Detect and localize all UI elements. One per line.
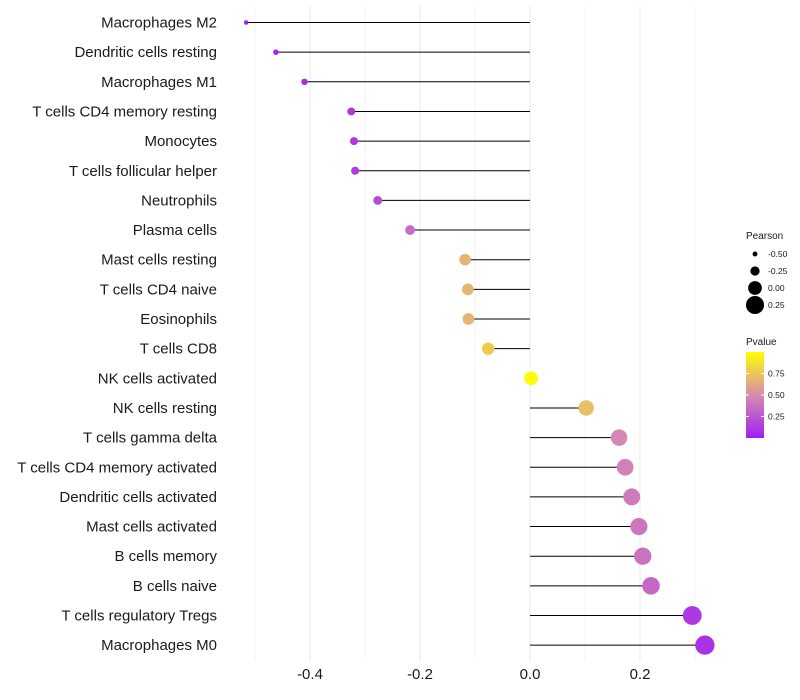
pearson-size-legend: Pearson -0.50 -0.25 0.00 0.25 [745,231,788,315]
data-point [630,517,648,536]
category-label: Macrophages M2 [101,15,217,32]
category-label: Plasma cells [133,222,217,239]
category-label: Mast cells resting [101,252,217,269]
x-tick-label: -0.4 [297,666,323,683]
grid-lines [254,6,696,661]
x-tick-label: 0.0 [520,666,541,683]
color-legend-title: Pvalue [746,337,777,348]
category-label: B cells memory [114,548,217,565]
category-label: Macrophages M0 [101,637,217,654]
data-point [273,49,279,55]
category-label: T cells regulatory Tregs [61,608,217,625]
size-legend-label: -0.25 [768,266,788,276]
data-point [634,547,652,565]
data-point [243,20,249,25]
data-point [459,253,471,266]
size-legend-key [752,251,758,257]
points [243,20,715,655]
x-tick-labels: -0.4 -0.2 0.0 0.2 [297,666,650,683]
category-label: Eosinophils [140,311,217,328]
category-label: NK cells activated [98,370,217,387]
data-point [642,577,660,595]
category-label: T cells follicular helper [69,163,217,180]
category-labels: Macrophages M2 Dendritic cells resting Mac… [17,15,217,655]
data-point [462,283,474,296]
category-label: Dendritic cells resting [74,44,217,61]
category-label: T cells CD4 memory activated [17,459,217,476]
size-legend-key [745,295,765,315]
size-legend-title: Pearson [746,231,783,242]
size-legend-label: 0.25 [768,300,785,310]
data-point [610,429,628,446]
data-point [351,166,360,175]
category-label: Dendritic cells activated [59,489,217,506]
category-label: T cells CD8 [140,341,217,358]
size-legend-key [750,266,760,276]
size-legend-key [748,281,762,295]
data-point [695,635,715,655]
size-legend-label: -0.50 [768,249,788,259]
colorbar-label: 0.25 [768,412,785,422]
data-point [616,458,634,476]
x-tick-label: -0.2 [407,666,433,683]
data-point [405,225,416,235]
pvalue-colorbar [746,352,764,438]
category-label: NK cells resting [113,400,217,417]
category-label: Neutrophils [141,192,217,209]
data-point [462,313,475,325]
data-point [482,342,495,355]
pvalue-color-legend: Pvalue 0.25 0.50 0.75 [746,337,785,438]
category-label: Macrophages M1 [101,74,217,91]
x-tick-label: 0.2 [630,666,651,683]
category-label: Monocytes [144,133,217,150]
stems [246,22,705,646]
data-point [373,195,383,205]
data-point [347,107,356,116]
category-label: Mast cells activated [86,519,217,536]
category-label: B cells naive [133,578,217,595]
data-point [301,78,308,86]
category-label: T cells CD4 naive [100,281,217,298]
size-legend-label: 0.00 [768,283,785,293]
data-point [682,606,702,625]
data-point [349,137,359,146]
colorbar-label: 0.75 [768,369,785,379]
data-point [623,488,641,506]
category-label: T cells gamma delta [83,430,218,447]
category-label: T cells CD4 memory resting [32,103,217,120]
colorbar-label: 0.50 [768,390,785,400]
data-point [578,400,594,416]
data-point [524,371,538,386]
